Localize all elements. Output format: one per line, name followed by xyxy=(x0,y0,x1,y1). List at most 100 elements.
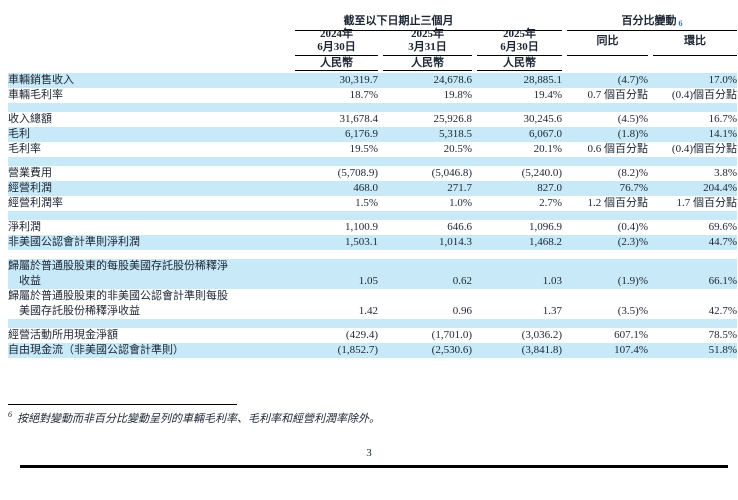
currency-row-empty xyxy=(562,56,648,71)
cell-value: 1,503.1 xyxy=(345,236,378,248)
cell-value: 0.6 個百分點 xyxy=(587,143,649,155)
cell-value: (8.2)% xyxy=(617,167,648,179)
cell-value: (1,852.7) xyxy=(337,344,378,356)
date-header-cell: 2025年 3月31日 xyxy=(383,28,472,56)
row-label: 收入總額 xyxy=(8,113,52,125)
cell-value: 66.1% xyxy=(708,275,737,287)
cell-value: (1.9)% xyxy=(617,275,648,287)
date-day: 6月30日 xyxy=(317,41,356,53)
cell-value: 20.5% xyxy=(443,143,472,155)
page-number: 3 xyxy=(366,447,372,459)
table-row: 營業費用 (5,708.9) (5,046.8) (5,240.0) (8.2)% 3.8… xyxy=(8,166,737,181)
row-label: 經營利潤率 xyxy=(8,197,63,209)
footnote: 6 按絕對變動而非百分比變動呈列的車輛毛利率、毛利率和經營利潤率除外。 xyxy=(8,410,708,426)
col-header-2025-06-30: 2025年 6月30日 xyxy=(472,28,562,56)
cell-value: 0.7 個百分點 xyxy=(587,89,649,101)
period-group-label: 截至以下日期止三個月 xyxy=(343,15,454,27)
group-header-spacer xyxy=(8,8,290,28)
cell-value: (0.4)% xyxy=(617,221,648,233)
row-label: 經營活動所用現金淨額 xyxy=(8,329,118,341)
cell-value: 44.7% xyxy=(708,236,737,248)
footnote-text: 按絕對變動而非百分比變動呈列的車輛毛利率、毛利率和經營利潤率除外。 xyxy=(17,413,380,425)
bottom-rule xyxy=(20,465,728,468)
cell-value: 3.8% xyxy=(714,167,737,179)
table-row: 車輛銷售收入 30,319.7 24,678.6 28,885.1 (4.7)% 17.0… xyxy=(8,73,737,88)
qoq-header-cell: 環比 xyxy=(653,28,737,56)
row-label: 淨利潤 xyxy=(8,221,41,233)
cell-value: 2.7% xyxy=(539,197,562,209)
cell-value: 42.7% xyxy=(708,305,737,317)
spacer-row xyxy=(8,157,737,166)
table-row: 非美國公認會計準則淨利潤 1,503.1 1,014.3 1,468.2 (2.3)% 4… xyxy=(8,235,737,250)
row-label: 經營利潤 xyxy=(8,182,52,194)
row-label: 歸屬於普通股股東的每股美國存託股份稀釋淨 收益 xyxy=(8,260,228,287)
cell-value: (1,701.0) xyxy=(431,329,472,341)
cell-value: 468.0 xyxy=(353,182,378,194)
table-currency-row: 人民幣 人民幣 人民幣 xyxy=(8,56,737,71)
currency-col-3: 人民幣 xyxy=(472,56,562,71)
cell-value: 1.03 xyxy=(542,275,562,287)
date-year: 2025年 xyxy=(503,28,536,40)
table-row: 經營利潤 468.0 271.7 827.0 76.7% 204.4% xyxy=(8,181,737,196)
cell-value: (0.4)個百分點 xyxy=(671,89,737,101)
cell-value: 17.0% xyxy=(708,74,737,86)
table-body: 車輛銷售收入 30,319.7 24,678.6 28,885.1 (4.7)% 17.0… xyxy=(8,73,737,358)
table-row: 歸屬於普通股股東的非美國公認會計準則每股 美國存託股份稀釋淨收益 1.42 0.96 1… xyxy=(8,289,737,319)
table-row: 經營活動所用現金淨額 (429.4) (1,701.0) (3,036.2) 607.1… xyxy=(8,328,737,343)
spacer-row xyxy=(8,250,737,259)
spacer-row xyxy=(8,103,737,112)
cell-value: 51.8% xyxy=(708,344,737,356)
pct-change-group-underline: 百分比變動 6 xyxy=(567,8,737,31)
cell-value: 20.1% xyxy=(533,143,562,155)
cell-value: 25,926.8 xyxy=(433,113,473,125)
cell-value: 827.0 xyxy=(537,182,562,194)
table-row: 毛利率 19.5% 20.5% 20.1% 0.6 個百分點 (0.4)個百分點 xyxy=(8,142,737,157)
cell-value: 24,678.6 xyxy=(433,74,473,86)
cell-value: (5,240.0) xyxy=(521,167,562,179)
cell-value: 19.4% xyxy=(533,89,562,101)
cell-value: 0.62 xyxy=(452,275,472,287)
cell-value: (3.5)% xyxy=(617,305,648,317)
qoq-label: 環比 xyxy=(684,34,706,47)
cell-value: 607.1% xyxy=(614,329,648,341)
col-header-qoq: 環比 xyxy=(648,28,737,56)
cell-value: 646.6 xyxy=(447,221,472,233)
cell-value: (4.5)% xyxy=(617,113,648,125)
row-label: 自由現金流（非美國公認會計準則） xyxy=(8,344,184,356)
date-day: 6月30日 xyxy=(500,41,539,53)
col-header-2024-06-30: 2024年 6月30日 xyxy=(290,28,378,56)
table-group-header-row: 截至以下日期止三個月 百分比變動 6 xyxy=(8,8,737,31)
row-label: 毛利 xyxy=(8,128,30,140)
spacer-row xyxy=(8,319,737,328)
cell-value: 1.2 個百分點 xyxy=(587,197,649,209)
currency-col-1: 人民幣 xyxy=(290,56,378,71)
cell-value: 69.6% xyxy=(708,221,737,233)
table-row: 毛利 6,176.9 5,318.5 6,067.0 (1.8)% 14.1% xyxy=(8,127,737,142)
date-year: 2025年 xyxy=(411,28,444,40)
row-label: 營業費用 xyxy=(8,167,52,179)
table-row: 經營利潤率 1.5% 1.0% 2.7% 1.2 個百分點 1.7 個百分點 xyxy=(8,196,737,211)
cell-value: 30,245.6 xyxy=(523,113,563,125)
cell-value: 1.42 xyxy=(358,305,378,317)
cell-value: 0.96 xyxy=(452,305,472,317)
row-label: 非美國公認會計準則淨利潤 xyxy=(8,236,140,248)
table-row: 淨利潤 1,100.9 646.6 1,096.9 (0.4)% 69.6% xyxy=(8,220,737,235)
date-header-spacer xyxy=(8,28,290,56)
col-header-2025-03-31: 2025年 3月31日 xyxy=(378,28,472,56)
table-date-header-row: 2024年 6月30日 2025年 3月31日 2025年 6月30日 同比 xyxy=(8,28,737,56)
date-header-cell: 2024年 6月30日 xyxy=(295,28,378,56)
cell-value: (4.7)% xyxy=(617,74,648,86)
cell-value: 31,678.4 xyxy=(339,113,379,125)
spacer-row xyxy=(8,211,737,220)
cell-value: (0.4)個百分點 xyxy=(671,143,737,155)
date-year: 2024年 xyxy=(320,28,353,40)
cell-value: (5,046.8) xyxy=(431,167,472,179)
row-label: 歸屬於普通股股東的非美國公認會計準則每股 美國存託股份稀釋淨收益 xyxy=(8,290,228,317)
yoy-header-cell: 同比 xyxy=(567,28,648,56)
cell-value: 1,096.9 xyxy=(529,221,562,233)
cell-value: 78.5% xyxy=(708,329,737,341)
cell-value: 19.5% xyxy=(349,143,378,155)
cell-value: 16.7% xyxy=(708,113,737,125)
pct-change-group-header: 百分比變動 6 xyxy=(562,8,737,31)
